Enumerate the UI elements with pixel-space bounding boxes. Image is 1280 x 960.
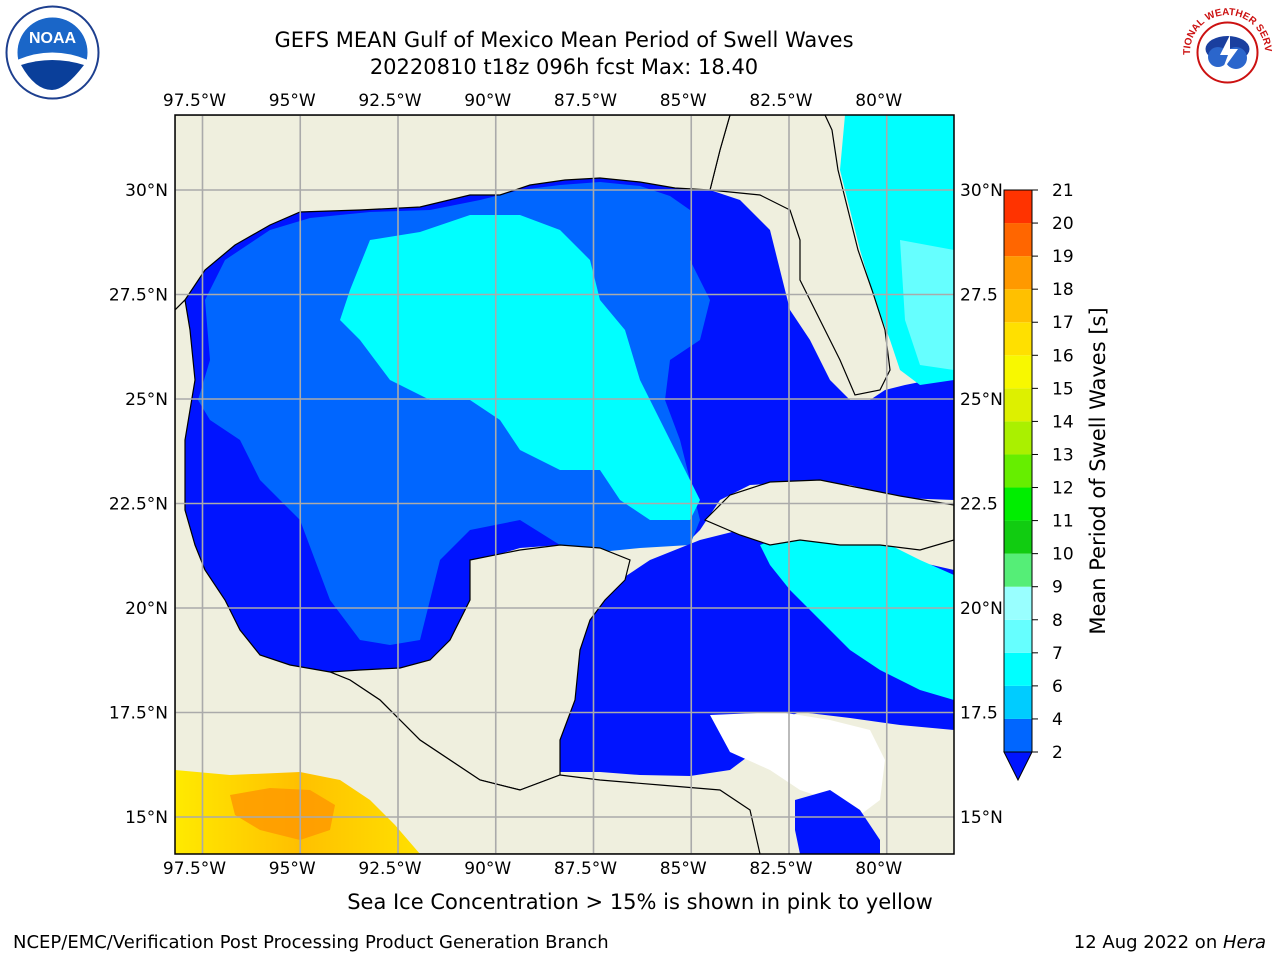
chart-title: GEFS MEAN Gulf of Mexico Mean Period of … <box>274 28 854 52</box>
colorbar-segment <box>1004 256 1032 290</box>
lon-label-bottom: 85°W <box>660 859 707 879</box>
colorbar-frame <box>1003 189 1033 753</box>
lat-label-right: 27.5 <box>960 286 998 306</box>
lon-label-top: 85°W <box>660 91 707 111</box>
noaa-logo: NOAA <box>5 5 100 100</box>
colorbar-tick-label: 14 <box>1052 412 1074 432</box>
lon-label-bottom: 97.5°W <box>163 859 226 879</box>
lon-label-top: 82.5°W <box>749 91 812 111</box>
colorbar-tick-label: 20 <box>1052 214 1074 234</box>
caribbean-blank <box>710 712 885 815</box>
colorbar-tick-label: 12 <box>1052 479 1074 499</box>
lat-label-right: 20°N <box>960 599 1003 619</box>
mexico-land <box>175 298 761 854</box>
colorbar-tick-label: 16 <box>1052 346 1074 366</box>
colorbar-extend <box>1003 751 1033 782</box>
lat-label-right: 22.5 <box>960 495 998 515</box>
cuba-land <box>703 479 954 551</box>
colorbar-tick-label: 17 <box>1052 313 1074 333</box>
lon-label-bottom: 80°W <box>855 859 902 879</box>
gulf-water-light <box>340 215 700 520</box>
lon-label-bottom: 90°W <box>464 859 511 879</box>
lat-label-right: 30°N <box>960 181 1003 201</box>
colorbar-segment <box>1004 718 1032 752</box>
lat-label-right: 25°N <box>960 390 1003 410</box>
colorbar-segment <box>1004 586 1032 620</box>
lon-label-top: 92.5°W <box>358 91 421 111</box>
nws-logo: NATIONAL WEATHER SERVICE <box>1176 0 1275 100</box>
colorbar-label: Mean Period of Swell Waves [s] <box>1086 307 1110 634</box>
noaa-logo-text: NOAA <box>29 30 77 47</box>
lon-label-bottom: 82.5°W <box>749 859 812 879</box>
colorbar-segment <box>1004 190 1032 224</box>
colorbar-segment <box>1004 454 1032 488</box>
colorbar-tick-label: 18 <box>1052 280 1074 300</box>
colorbar-segment <box>1004 289 1032 323</box>
footer-date: 12 Aug 2022 on <box>1073 932 1223 953</box>
footer-credit: NCEP/EMC/Verification Post Processing Pr… <box>13 932 609 953</box>
lat-label-left: 30°N <box>125 181 168 201</box>
lon-label-bottom: 92.5°W <box>358 859 421 879</box>
chart-subtitle: 20220810 t18z 096h fcst Max: 18.40 <box>369 55 759 79</box>
colorbar-tick-label: 6 <box>1052 677 1063 697</box>
lat-label-right: 17.5 <box>960 704 998 724</box>
colorbar-segment <box>1004 223 1032 257</box>
lon-label-top: 80°W <box>855 91 902 111</box>
colorbar-segment <box>1004 355 1032 389</box>
sea-ice-note: Sea Ice Concentration > 15% is shown in … <box>347 890 933 914</box>
colorbar-tick-label: 11 <box>1052 512 1074 532</box>
colorbar-tick-label: 15 <box>1052 379 1074 399</box>
lon-label-top: 97.5°W <box>163 91 226 111</box>
atlantic-water-light <box>900 240 954 370</box>
colorbar-tick-label: 21 <box>1052 181 1074 201</box>
colorbar-tick-label: 8 <box>1052 611 1063 631</box>
lat-label-left: 22.5°N <box>109 495 168 515</box>
colorbar-segment <box>1004 685 1032 719</box>
footer-date-block: 12 Aug 2022 on Hera <box>1074 932 1266 953</box>
colorbar: 2 4 6 7 8 9 10 11 12 13 14 15 16 17 18 19 20 21 <box>1003 181 1074 782</box>
colorbar-tick-label: 10 <box>1052 545 1074 565</box>
colorbar-segment <box>1004 322 1032 356</box>
colorbar-tick-label: 2 <box>1052 743 1063 763</box>
colorbar-segment <box>1004 388 1032 422</box>
sea-ice-core <box>230 788 335 840</box>
colorbar-tick-label: 13 <box>1052 445 1074 465</box>
lat-label-left: 15°N <box>125 808 168 828</box>
colorbar-tick-label: 9 <box>1052 578 1063 598</box>
lat-label-left: 27.5°N <box>109 286 168 306</box>
lon-label-top: 87.5°W <box>554 91 617 111</box>
colorbar-segment <box>1004 652 1032 686</box>
lat-label-left: 17.5°N <box>109 704 168 724</box>
map-frame <box>174 114 955 855</box>
colorbar-segment <box>1004 487 1032 521</box>
colorbar-segment <box>1004 520 1032 554</box>
lon-label-bottom: 95°W <box>269 859 316 879</box>
colorbar-tick-label: 7 <box>1052 644 1063 664</box>
colorbar-tick-label: 19 <box>1052 247 1074 267</box>
lat-label-right: 15°N <box>960 808 1003 828</box>
colorbar-segment <box>1004 553 1032 587</box>
lat-label-left: 25°N <box>125 390 168 410</box>
colorbar-tick-label: 4 <box>1052 710 1063 730</box>
caribbean-south-water <box>795 790 880 854</box>
footer-machine: Hera <box>1222 932 1266 953</box>
lon-label-top: 90°W <box>464 91 511 111</box>
colorbar-segment <box>1004 421 1032 455</box>
lat-label-left: 20°N <box>125 599 168 619</box>
lon-label-bottom: 87.5°W <box>554 859 617 879</box>
colorbar-segment <box>1004 619 1032 653</box>
lon-label-top: 95°W <box>269 91 316 111</box>
caribbean-water-light <box>760 530 954 700</box>
